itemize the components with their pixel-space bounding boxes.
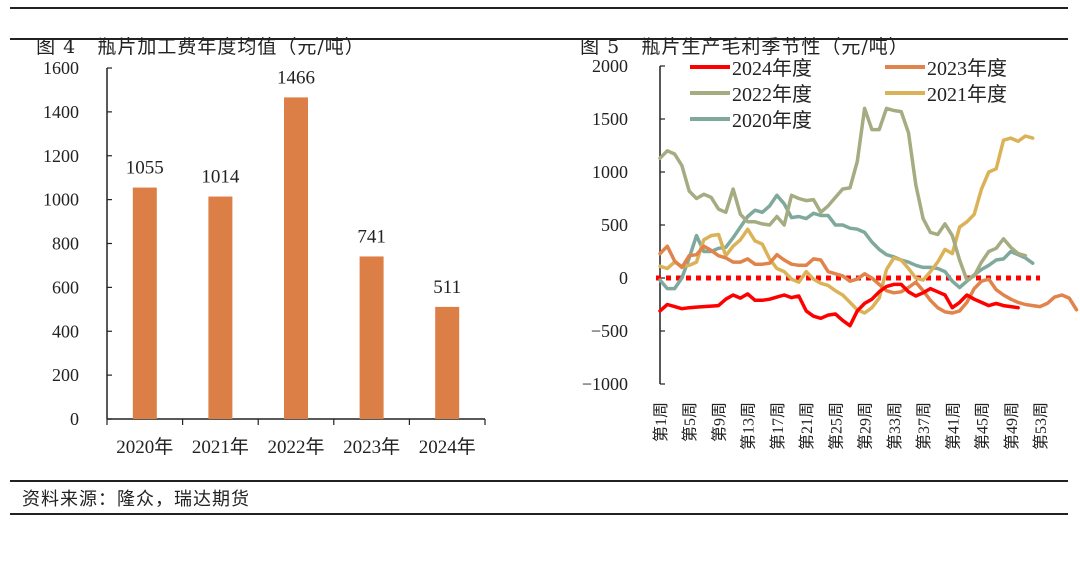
- line-x-tick-label: 第1周: [652, 402, 670, 442]
- legend-label: 2023年度: [927, 57, 1007, 80]
- bar-x-tick-label: 2021年: [192, 436, 249, 458]
- bar-y-tick-label: 200: [52, 365, 79, 385]
- line-y-tick-label: −500: [591, 321, 628, 341]
- line-x-tick-label: 第37周: [915, 402, 933, 450]
- line-x-tick-label: 第41周: [944, 402, 962, 450]
- top-rule: [10, 7, 1068, 9]
- source-top-rule: [10, 480, 1068, 482]
- bar-data-label: 511: [433, 277, 461, 298]
- bar-data-label: 1014: [201, 167, 240, 188]
- bar-x-tick-label: 2020年: [116, 436, 173, 458]
- line-x-tick-label: 第49周: [1003, 402, 1021, 450]
- bar-x-tick-label: 2024年: [419, 436, 476, 458]
- legend-label: 2024年度: [732, 57, 812, 80]
- line-x-tick-label: 第29周: [857, 402, 875, 450]
- line-x-tick-label: 第21周: [798, 402, 816, 450]
- bar-x-tick-label: 2022年: [267, 436, 324, 458]
- bar-y-tick-label: 1200: [43, 146, 79, 166]
- line-y-tick-label: −1000: [582, 374, 628, 394]
- bar-chart: 0 200 400 600 800 1000 1200 1400 1600 1055 2020年 10…: [43, 58, 486, 458]
- left-figure-caption: 图 4 瓶片加工费年度均值（元/吨）: [22, 10, 365, 59]
- line-x-tick-label: 第53周: [1032, 402, 1050, 450]
- bar-y-tick-label: 1000: [43, 190, 79, 210]
- bar-data-label: 1055: [126, 158, 164, 179]
- bar-y-tick-label: 1600: [43, 58, 79, 78]
- source-bottom-rule: [10, 513, 1068, 515]
- caption-rule: [10, 38, 1068, 40]
- line-x-tick-label: 第5周: [681, 402, 699, 442]
- series-line-2024年度: [658, 282, 1020, 328]
- bar-y-tick-label: 400: [52, 321, 79, 341]
- line-x-tick-label: 第9周: [710, 402, 728, 442]
- line-y-tick-label: 2000: [592, 56, 628, 76]
- left-figure-label: 图 4: [36, 36, 77, 58]
- line-y-tick-label: 0: [619, 268, 628, 288]
- line-x-tick-label: 第33周: [886, 402, 904, 450]
- line-x-tick-label: 第45周: [974, 402, 992, 450]
- line-x-tick-label: 第25周: [827, 402, 845, 450]
- bar-y-tick-label: 800: [52, 234, 79, 254]
- bar-data-label: 741: [357, 226, 386, 247]
- line-x-tick-label: 第17周: [769, 402, 787, 450]
- right-figure-caption: 图 5 瓶片生产毛利季节性（元/吨）: [566, 10, 909, 59]
- line-x-tick-label: 第13周: [740, 402, 758, 450]
- line-y-tick-label: 1000: [592, 162, 628, 182]
- line-y-tick-label: 500: [601, 215, 628, 235]
- bar-y-tick-label: 600: [52, 277, 79, 297]
- source-note: 资料来源：隆众，瑞达期货: [22, 489, 250, 510]
- bar-data-label: 1466: [277, 67, 315, 88]
- line-chart: −1000 −500 0 500 1000 1500 2000 第1周 第5周 第9周 第13周 第1…: [582, 56, 1079, 450]
- legend-label: 2022年度: [732, 83, 812, 106]
- right-figure-label: 图 5: [580, 36, 621, 58]
- bar-y-tick-label: 1400: [43, 102, 79, 122]
- series-line-2023年度: [658, 244, 1079, 315]
- legend-label: 2021年度: [927, 83, 1007, 106]
- bar-2020年: [132, 187, 157, 419]
- legend-label: 2020年度: [732, 109, 812, 132]
- bar-2021年: [208, 196, 233, 419]
- bar-2023年: [359, 256, 384, 419]
- bar-2022年: [284, 97, 308, 420]
- right-figure-title: 瓶片生产毛利季节性（元/吨）: [641, 36, 909, 58]
- bar-x-tick-label: 2023年: [343, 436, 400, 458]
- line-y-tick-label: 1500: [592, 109, 628, 129]
- bar-y-tick-label: 0: [70, 409, 79, 429]
- series-line-2021年度: [658, 134, 1035, 315]
- bar-2024年: [435, 306, 460, 419]
- series-line-2022年度: [658, 106, 1028, 282]
- left-figure-title: 瓶片加工费年度均值（元/吨）: [97, 36, 365, 58]
